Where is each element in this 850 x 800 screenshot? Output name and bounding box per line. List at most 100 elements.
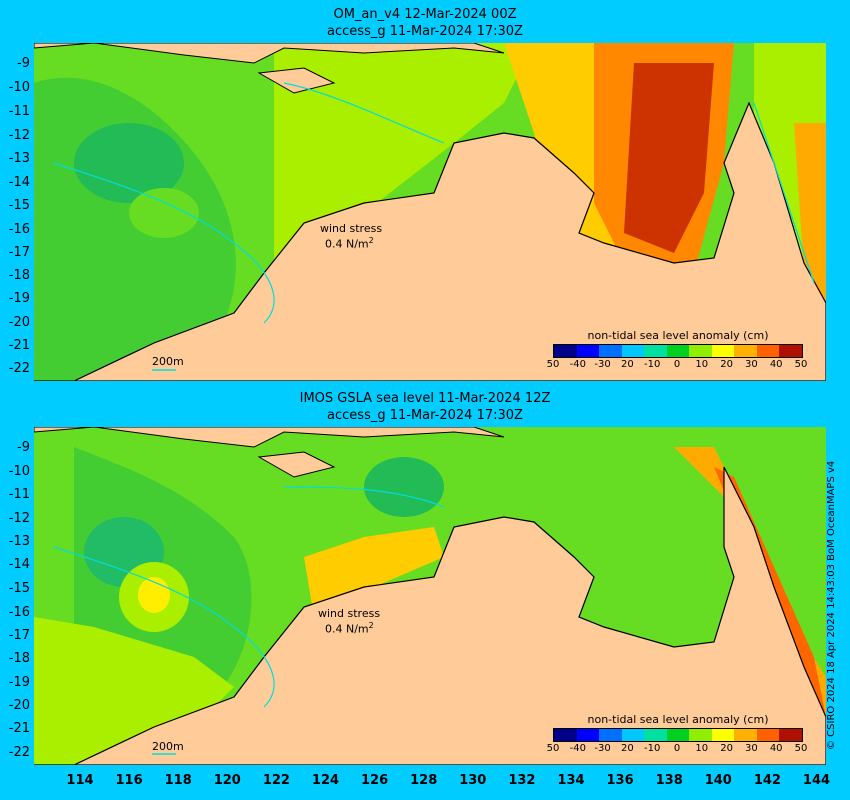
colorbar-swatch — [666, 345, 690, 357]
x-axis-label: 144 — [802, 773, 831, 788]
panel2-isobath-label: 200m — [152, 740, 184, 753]
colorbar-swatch — [644, 729, 667, 741]
colorbar-swatch — [599, 729, 622, 741]
panel1-wind-label: wind stress — [320, 222, 383, 235]
colorbar-tick-label: 30 — [745, 743, 758, 754]
panel1-ylabel: -16 — [8, 222, 30, 237]
colorbar-tick-label: -40 — [569, 743, 586, 754]
colorbar-swatch — [576, 345, 600, 357]
x-axis-label: 122 — [262, 773, 290, 788]
panel1-title-line2: access_g 11-Mar-2024 17:30Z — [327, 24, 523, 39]
panel2-map — [34, 427, 826, 765]
panel1-map — [34, 43, 826, 381]
colorbar-swatch — [756, 345, 780, 357]
panel2-ylabel: -21 — [8, 721, 30, 736]
panel1-wind-value: 0.4 N/m2 — [325, 236, 374, 251]
panel2-ylabel: -20 — [8, 698, 30, 713]
panel1-ylabel: -14 — [8, 175, 30, 190]
panel2-ylabel: -22 — [8, 745, 30, 760]
colorbar-tick-label: 20 — [621, 359, 634, 370]
x-axis-label: 120 — [213, 773, 241, 788]
x-axis-label: 134 — [557, 773, 585, 788]
x-axis-label: 114 — [66, 773, 94, 788]
panel1-ylabel: -21 — [8, 338, 30, 353]
colorbar-swatch — [576, 729, 600, 741]
x-axis-label: 142 — [753, 773, 781, 788]
panel1-ylabel: -12 — [8, 128, 30, 143]
panel1-ylabel: -17 — [8, 245, 30, 260]
panel2-ylabel: -10 — [8, 464, 30, 479]
panel2-ylabel: -15 — [8, 581, 30, 596]
panel1-isobath-label: 200m — [152, 355, 184, 368]
x-axis-label: 130 — [459, 773, 487, 788]
panel2-colorbar-title: non-tidal sea level anomaly (cm) — [587, 713, 769, 726]
panel2-ylabel: -13 — [8, 534, 30, 549]
panel2-ylabel: -9 — [17, 440, 30, 455]
x-axis-label: 128 — [410, 773, 438, 788]
x-axis-label: 132 — [508, 773, 536, 788]
panel2-ylabel: -16 — [8, 605, 30, 620]
panel1-ylabel: -18 — [8, 268, 30, 283]
colorbar-swatch — [779, 345, 803, 357]
panel1-ylabel: -15 — [8, 198, 30, 213]
colorbar-swatch — [779, 729, 803, 741]
colorbar-swatch — [689, 345, 712, 357]
panel1-ylabel: -22 — [8, 361, 30, 376]
colorbar-tick-label: 40 — [769, 743, 783, 754]
colorbar-swatch — [711, 345, 735, 357]
colorbar-tick-label: 20 — [720, 359, 733, 370]
panel2-ylabel: -14 — [8, 557, 30, 572]
panel1-colorbar-title: non-tidal sea level anomaly (cm) — [587, 329, 769, 342]
colorbar-tick-label: 10 — [695, 743, 709, 754]
colorbar-swatch — [644, 345, 667, 357]
colorbar-tick-label: -40 — [569, 359, 586, 370]
colorbar-tick-label: 0 — [673, 743, 681, 754]
panel2-ylabel: -17 — [8, 628, 30, 643]
x-axis-label: 146 — [846, 773, 850, 788]
panel1-ylabel: -19 — [8, 291, 30, 306]
colorbar-tick-label: 50 — [794, 743, 808, 754]
colorbar-swatch — [666, 729, 690, 741]
panel2-ylabel: -18 — [8, 651, 30, 666]
colorbar-tick-label: 50 — [546, 743, 560, 754]
x-axis-label: 136 — [606, 773, 634, 788]
colorbar-tick-label: 10 — [695, 359, 709, 370]
panel1-ylabel: -13 — [8, 151, 30, 166]
panel1-ylabel: -11 — [8, 104, 30, 119]
panel2-wind-value: 0.4 N/m2 — [325, 621, 374, 636]
colorbar-swatch — [734, 345, 757, 357]
colorbar-tick-label: -10 — [644, 743, 661, 754]
panel2-ylabel: -12 — [8, 511, 30, 526]
x-axis-label: 124 — [311, 773, 340, 788]
colorbar-swatch — [621, 345, 645, 357]
panel2-ylabel: -19 — [8, 675, 30, 690]
panel2-wind-label: wind stress — [318, 607, 381, 620]
colorbar-swatch — [711, 729, 735, 741]
x-axis-label: 138 — [655, 773, 683, 788]
x-axis-label: 126 — [361, 773, 389, 788]
colorbar-tick-label: -30 — [594, 743, 611, 754]
x-axis-label: 116 — [115, 773, 143, 788]
panel1-ylabel: -9 — [17, 56, 30, 71]
panel1-title-line1: OM_an_v4 12-Mar-2024 00Z — [333, 7, 517, 22]
colorbar-swatch — [599, 345, 622, 357]
colorbar-tick-label: 50 — [546, 359, 560, 370]
panel2-title-line1: IMOS GSLA sea level 11-Mar-2024 12Z — [299, 391, 551, 406]
colorbar-tick-label: -30 — [594, 359, 611, 370]
credit-text: © CSIRO 2024 18 Apr 2024 14:43:03 BoM Oc… — [826, 460, 837, 750]
panel1-colorbar — [553, 344, 803, 358]
colorbar-tick-label: 40 — [769, 359, 783, 370]
x-axis-label: 118 — [164, 773, 192, 788]
colorbar-tick-label: 20 — [720, 743, 733, 754]
colorbar-tick-label: -10 — [644, 359, 661, 370]
colorbar-tick-label: 20 — [621, 743, 634, 754]
colorbar-swatch — [734, 729, 757, 741]
colorbar-swatch — [554, 345, 577, 357]
panel2-title-line2: access_g 11-Mar-2024 17:30Z — [327, 408, 523, 423]
panel2-colorbar — [553, 728, 803, 742]
colorbar-swatch — [621, 729, 645, 741]
colorbar-swatch — [554, 729, 577, 741]
colorbar-tick-label: 50 — [794, 359, 808, 370]
colorbar-swatch — [756, 729, 780, 741]
panel2-ylabel: -11 — [8, 487, 30, 502]
